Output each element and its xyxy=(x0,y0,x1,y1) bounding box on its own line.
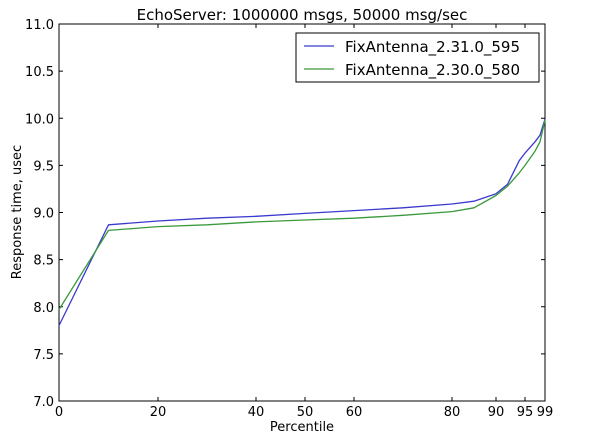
y-tick-label: 8.5 xyxy=(33,254,54,269)
y-tick-label: 7.5 xyxy=(33,348,54,363)
y-tick-label: 9.5 xyxy=(33,159,54,174)
x-tick-label: 90 xyxy=(488,405,505,420)
x-tick-label: 60 xyxy=(346,405,363,420)
y-tick-label: 11.0 xyxy=(25,18,54,33)
legend-label-series-2: FixAntenna_2.30.0_580 xyxy=(345,61,520,80)
chart-title: EchoServer: 1000000 msgs, 50000 msg/sec xyxy=(137,6,468,24)
x-axis-label: Percentile xyxy=(270,420,334,435)
x-tick-label: 95 xyxy=(517,405,534,420)
y-axis-label: Response time, usec xyxy=(10,145,25,279)
series-layer xyxy=(58,119,546,326)
x-tick-label: 40 xyxy=(248,405,265,420)
y-tick-label: 8.0 xyxy=(33,301,54,316)
legend-frame xyxy=(295,32,540,83)
x-tick-label: 50 xyxy=(297,405,314,420)
x-tick-label: 99 xyxy=(537,405,554,420)
x-tick-label: 0 xyxy=(55,405,63,420)
x-axis-ticks: 0 20 40 50 60 80 90 95 99 xyxy=(55,24,553,420)
series-line-2 xyxy=(58,119,546,310)
x-tick-label: 20 xyxy=(150,405,167,420)
y-axis-ticks: 7.0 7.5 8.0 8.5 9.0 9.5 10.0 10.5 11.0 xyxy=(25,18,545,410)
y-tick-label: 10.0 xyxy=(25,112,54,127)
y-tick-label: 7.0 xyxy=(33,395,54,410)
legend: FixAntenna_2.31.0_595 FixAntenna_2.30.0_… xyxy=(295,32,540,83)
series-line-1 xyxy=(58,119,546,326)
y-tick-label: 9.0 xyxy=(33,207,54,222)
legend-label-series-1: FixAntenna_2.31.0_595 xyxy=(345,38,520,57)
y-tick-label: 10.5 xyxy=(25,65,54,80)
x-tick-label: 80 xyxy=(444,405,461,420)
